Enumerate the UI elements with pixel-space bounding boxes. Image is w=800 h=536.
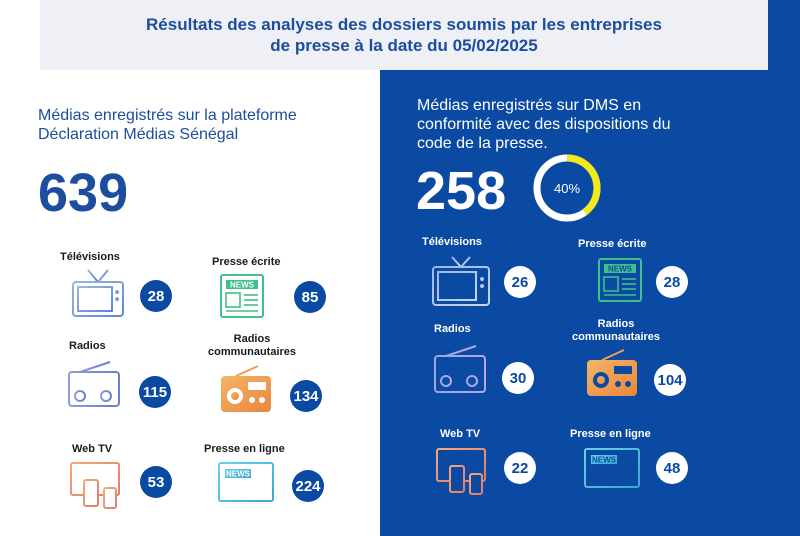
devices-icon	[436, 448, 486, 495]
monitor-news-icon: NEWS	[218, 462, 274, 511]
left-item-label-presse-ecrite: Presse écrite	[212, 256, 281, 268]
right-badge-web-tv: 22	[504, 452, 536, 484]
tv-icon	[72, 269, 124, 322]
left-item-label-televisions: Télévisions	[60, 251, 120, 263]
newspaper-icon: NEWS	[220, 274, 264, 318]
right-badge-presse-ecrite: 28	[656, 266, 688, 298]
left-badge-radios-communautaires: 134	[290, 380, 322, 412]
left-item-label-radios: Radios	[69, 340, 106, 352]
left-item-label-radios-communautaires: Radios communautaires	[207, 333, 297, 358]
right-total-number: 258	[416, 161, 507, 221]
left-panel-background	[0, 0, 380, 536]
svg-text:NEWS: NEWS	[226, 470, 251, 479]
right-badge-presse-en-ligne: 48	[656, 452, 688, 484]
left-badge-televisions: 28	[140, 280, 172, 312]
right-badge-televisions: 26	[504, 266, 536, 298]
right-item-label-radios-communautaires: Radios communautaires	[571, 318, 661, 343]
right-subtitle: Médias enregistrés sur DMS en conformité…	[417, 97, 671, 152]
header-banner: Résultats des analyses des dossiers soum…	[40, 0, 768, 70]
right-item-label-presse-ecrite: Presse écrite	[578, 238, 647, 250]
right-item-label-televisions: Télévisions	[422, 236, 482, 248]
left-badge-presse-ecrite: 85	[294, 281, 326, 313]
svg-text:NEWS: NEWS	[230, 281, 255, 290]
percent-donut	[533, 154, 601, 222]
right-badge-radios-communautaires: 104	[654, 364, 686, 396]
left-badge-web-tv: 53	[140, 466, 172, 498]
left-item-label-presse-en-ligne: Presse en ligne	[204, 443, 285, 455]
tv-icon	[432, 256, 490, 306]
svg-text:NEWS: NEWS	[592, 456, 617, 465]
left-badge-radios: 115	[139, 376, 171, 408]
left-total-number: 639	[38, 163, 129, 223]
community-radio-icon	[587, 349, 637, 396]
svg-text:NEWS: NEWS	[608, 265, 633, 274]
left-subtitle: Médias enregistrés sur la plateforme Déc…	[38, 107, 297, 143]
monitor-news-icon: NEWS	[584, 448, 640, 497]
right-item-label-radios: Radios	[434, 323, 471, 335]
newspaper-icon: NEWS	[598, 258, 642, 302]
donut-progress-arc	[533, 154, 601, 222]
right-item-label-web-tv: Web TV	[440, 428, 481, 440]
devices-icon	[70, 462, 120, 509]
left-badge-presse-en-ligne: 224	[292, 470, 324, 502]
left-item-label-web-tv: Web TV	[72, 443, 113, 455]
right-badge-radios: 30	[502, 362, 534, 394]
radio-icon	[434, 345, 486, 393]
page-title: Résultats des analyses des dossiers soum…	[146, 15, 662, 55]
radio-icon	[68, 361, 120, 407]
community-radio-icon	[221, 365, 271, 412]
donut-percent-label: 40%	[553, 180, 581, 196]
right-item-label-presse-en-ligne: Presse en ligne	[570, 428, 651, 440]
